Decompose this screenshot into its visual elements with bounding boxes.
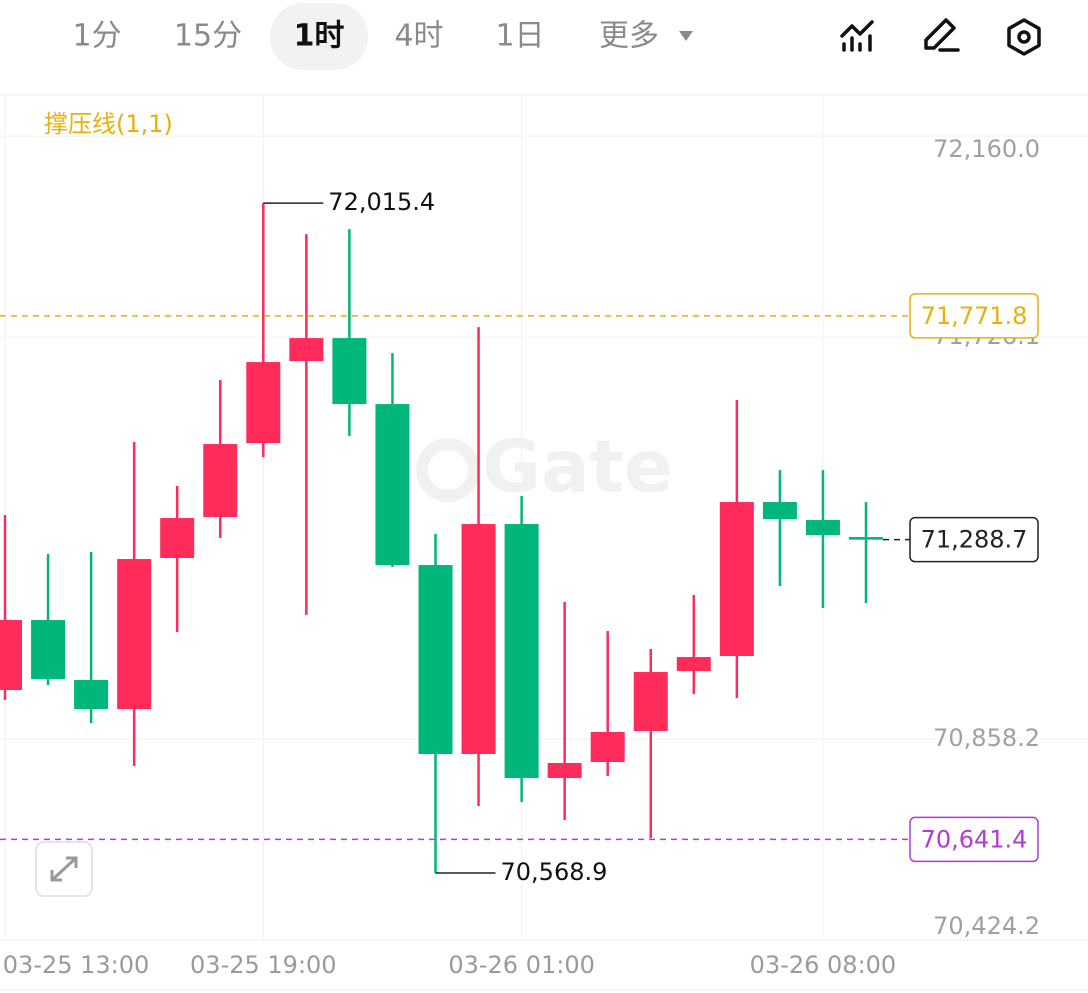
candle-body [332,338,367,405]
candle-body [203,444,238,518]
watermark: Gate [416,425,673,509]
y-tick-label: 72,160.0 [933,135,1040,163]
x-tick-label: 03-25 13:00 [3,951,150,979]
expand-button[interactable] [35,841,93,897]
tab[interactable]: 1时 [294,19,345,54]
active-tab-bg [270,3,368,70]
candle-body [289,338,324,362]
tab[interactable]: 1日 [495,19,544,54]
price-box [909,516,1039,563]
price-label: 71,288.7 [921,526,1028,554]
candle-body [719,502,754,657]
candle-body [676,657,711,672]
candle-body [74,680,109,710]
tab[interactable]: 1分 [72,19,121,54]
candle-body [805,520,840,536]
candle-body [461,524,496,755]
watermark-text: Gate [482,425,673,509]
candle-body [31,620,66,680]
y-tick-label: 70,858.2 [933,724,1040,752]
candle-body [117,559,152,710]
candle-body [504,524,539,779]
y-tick-label: 70,424.2 [933,912,1040,940]
candle-body [160,518,195,559]
price-box [909,816,1039,863]
price-label: 71,771.8 [921,302,1028,330]
tab[interactable]: 更多 [599,19,659,54]
candle-body [762,502,797,520]
tab[interactable]: 4时 [394,19,443,54]
candle-body [0,620,22,691]
settings-icon[interactable] [1007,18,1041,56]
watermark-logo [416,438,480,502]
candle-body [633,672,668,732]
candle-body [375,404,410,566]
price-label: 70,641.4 [921,825,1028,853]
price-box [909,293,1039,339]
x-tick-label: 03-26 01:00 [448,951,595,979]
annotation-label: 70,568.9 [501,858,608,886]
dropdown-arrow [679,31,693,41]
x-tick-label: 03-25 19:00 [190,951,337,979]
candle-body [547,762,582,779]
draw-icon[interactable] [924,18,960,52]
plot: Gate72,160.071,726.170,858.270,424.203-2… [0,95,1088,979]
candle-body [849,537,883,540]
annotation-label: 72,015.4 [328,188,435,216]
candle-body [246,362,281,444]
candle-body [418,565,453,755]
indicator-icon[interactable] [840,20,874,52]
candle-body [590,732,625,763]
tab[interactable]: 15分 [174,19,242,54]
indicator-label: 撑压线(1,1) [44,110,173,138]
x-tick-label: 03-26 08:00 [750,951,897,979]
